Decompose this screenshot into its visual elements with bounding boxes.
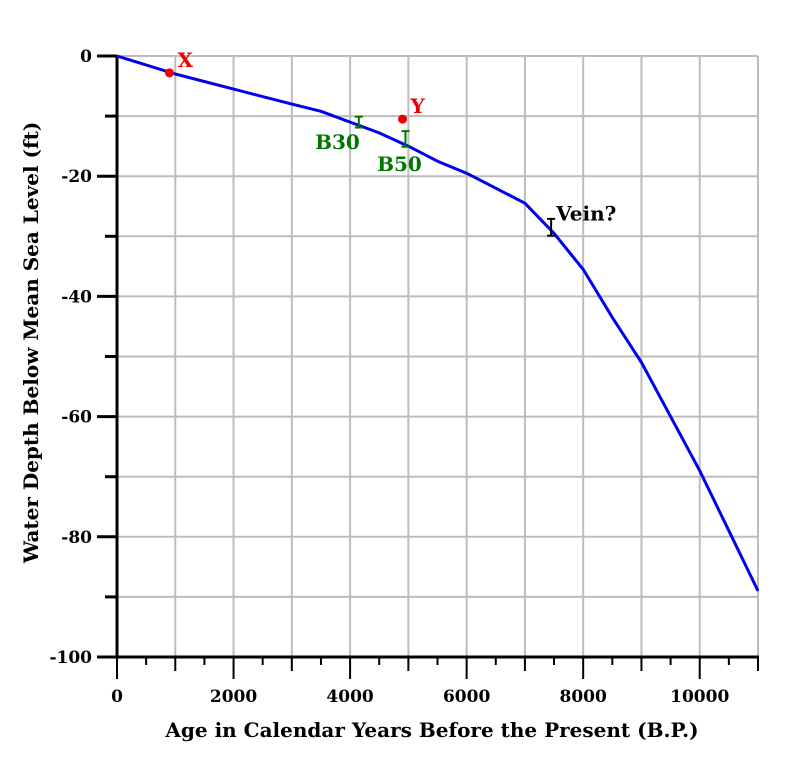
error-bar-label-b50: B50 [377, 152, 422, 176]
point-marker-y [398, 114, 408, 124]
y-tick-label: -80 [61, 528, 92, 548]
annotations: X Y B30 B50 Vein? [164, 48, 616, 237]
error-bar-label-b30: B30 [315, 130, 360, 154]
x-tick-label: 0 [111, 687, 123, 707]
x-axis-title: Age in Calendar Years Before the Present… [164, 718, 698, 742]
y-tick-label: -20 [61, 167, 92, 187]
sea-level-line [116, 54, 760, 592]
axes: 0 -20 -40 -60 -80 -100 0 2000 4000 6000 8000 10000 [49, 47, 759, 707]
point-label-y: Y [410, 94, 426, 118]
y-axis-title: Water Depth Below Mean Sea Level (ft) [19, 122, 43, 565]
y-tick-label: -40 [61, 287, 92, 307]
error-bar-label-vein: Vein? [555, 201, 616, 225]
grid [117, 55, 759, 657]
y-tick-label: -60 [61, 408, 92, 428]
y-tick-label: 0 [80, 47, 92, 67]
y-tick-label: -100 [49, 648, 92, 668]
series-layer [116, 54, 760, 592]
x-tick-label: 2000 [210, 687, 257, 707]
point-marker-x [164, 68, 174, 78]
point-label-x: X [177, 48, 193, 72]
x-tick-label: 4000 [326, 687, 373, 707]
x-tick-label: 6000 [443, 687, 490, 707]
x-tick-label: 8000 [560, 687, 607, 707]
x-tick-label: 10000 [670, 687, 729, 707]
